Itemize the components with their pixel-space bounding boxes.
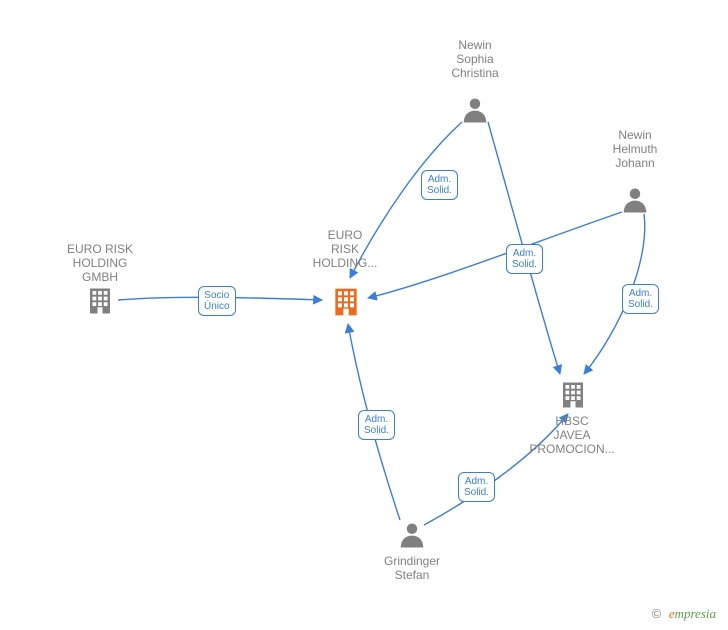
edge [424, 414, 568, 525]
watermark: © empresia [652, 606, 716, 622]
building-icon [558, 380, 588, 415]
person-icon [397, 520, 427, 555]
edge [488, 122, 560, 374]
edge [348, 324, 400, 520]
building-icon [330, 286, 362, 323]
edge [350, 122, 462, 278]
brand-rest: mpresia [675, 606, 716, 621]
edge [118, 297, 322, 300]
edge [584, 214, 645, 374]
edge [368, 212, 622, 298]
copyright-symbol: © [652, 606, 662, 621]
building-icon [85, 286, 115, 321]
person-icon [460, 95, 490, 130]
person-icon [620, 185, 650, 220]
